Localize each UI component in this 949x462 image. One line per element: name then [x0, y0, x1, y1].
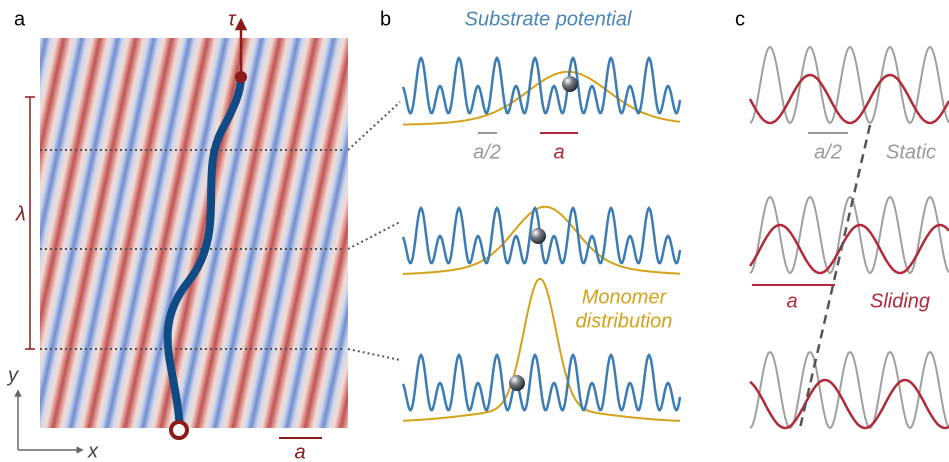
distribution-label: Monomer: [582, 286, 668, 308]
x-axis-label: x: [87, 440, 99, 462]
monomer-distribution: [403, 205, 680, 275]
static-wave: [749, 45, 949, 125]
map-overlay: [40, 38, 348, 428]
panel-letter: b: [380, 8, 391, 30]
end-dot: [235, 71, 247, 83]
substrate-potential: [401, 205, 682, 265]
connector: [347, 348, 401, 361]
period-label: a: [786, 290, 797, 312]
period-label: a: [553, 141, 564, 163]
force-label: τ: [228, 8, 237, 30]
sliding-label: Sliding: [870, 290, 930, 312]
monomer: [530, 228, 546, 244]
substrate-map: [40, 38, 348, 428]
monomer: [509, 375, 525, 391]
phase-line: [798, 124, 872, 429]
substrate-potential: [401, 55, 682, 115]
panel-letter: c: [735, 8, 745, 30]
substrate-potential: [401, 352, 682, 412]
static-wave: [749, 195, 949, 275]
substrate-title: Substrate potential: [465, 8, 632, 30]
connector: [347, 101, 401, 151]
monomer-distribution: [403, 277, 681, 422]
sliding-wave: [748, 223, 949, 275]
panel-letter: a: [14, 8, 26, 30]
half-period-label: a/2: [473, 141, 501, 163]
distribution-label: distribution: [576, 310, 673, 332]
potential-curves: [401, 55, 682, 422]
sliding-wave: [748, 73, 949, 125]
static-wave: [749, 350, 949, 430]
connector: [347, 221, 401, 250]
sliding-curves: [748, 45, 949, 430]
sliding-wave: [749, 378, 949, 430]
monomer: [562, 76, 578, 92]
scale-label: a: [294, 441, 305, 462]
monomer-distribution: [402, 70, 681, 126]
static-label: Static: [886, 141, 936, 163]
lambda-label: λ: [15, 203, 26, 225]
anchor: [169, 420, 189, 440]
polymer-chain: [163, 73, 245, 432]
slice-lines: [40, 101, 401, 361]
y-axis-label: y: [6, 364, 19, 386]
half-period-label: a/2: [814, 141, 842, 163]
